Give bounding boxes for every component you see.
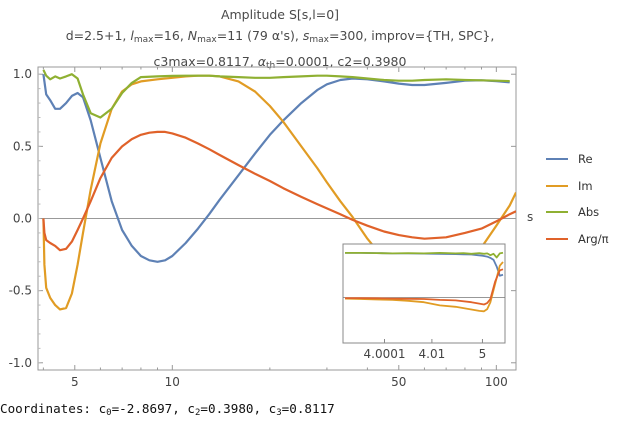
- inset-x-tick-label: 4.01: [419, 347, 446, 361]
- chart-title: Amplitude S[s,l=0] d=2.5+1, lmax=16, Nma…: [0, 4, 560, 77]
- legend-item-re: Re: [546, 146, 609, 173]
- y-tick-label: -1.0: [9, 356, 32, 370]
- plot-frame: 1.0 0.5 0.0 -0.5 -1.0 5 10 50 100: [9, 66, 517, 389]
- inset-series-arg: [345, 268, 504, 306]
- series-line-abs: [42, 69, 510, 119]
- legend-item-arg: Arg/π: [546, 226, 609, 253]
- y-tick-label: 0.0: [13, 212, 32, 226]
- legend-swatch-arg: [546, 237, 568, 240]
- title-line-2: d=2.5+1, lmax=16, Nmax=11 (79 α's), smax…: [65, 28, 495, 45]
- x-tick-label: 10: [165, 375, 180, 389]
- legend-swatch-im: [546, 184, 568, 187]
- y-tick-label: 0.5: [13, 139, 32, 153]
- x-tick-label: 100: [485, 375, 508, 389]
- inset-plot: 4.0001 4.01 5: [342, 243, 506, 361]
- title-line-1: Amplitude S[s,l=0]: [220, 7, 340, 22]
- legend-item-im: Im: [546, 173, 609, 200]
- y-tick-label: -0.5: [9, 284, 32, 298]
- legend-swatch-abs: [546, 211, 568, 214]
- series-line-arg: [42, 130, 516, 252]
- x-tick-label: 5: [71, 375, 79, 389]
- legend-swatch-re: [546, 158, 568, 161]
- inset-frame: [342, 243, 506, 344]
- inset-series-abs: [345, 251, 504, 259]
- y-tick-label: 1.0: [13, 67, 32, 81]
- series-line-re: [42, 74, 510, 263]
- x-axis-label: s: [527, 210, 533, 224]
- coordinates-readout: Coordinates: c0=-2.8697, c2=0.3980, c3=0…: [0, 401, 335, 418]
- title-line-3: c3max=0.8117, αth=0.0001, c2=0.3980: [153, 54, 407, 71]
- legend-item-abs: Abs: [546, 199, 609, 226]
- x-tick-label: 50: [391, 375, 406, 389]
- legend: Re Im Abs Arg/π: [546, 146, 609, 252]
- main-plot: 1.0 0.5 0.0 -0.5 -1.0 5 10 50 100 4.0001 4.01 5 s: [9, 66, 533, 389]
- inset-x-tick-label: 4.0001: [364, 347, 406, 361]
- inset-x-tick-label: 5: [479, 347, 487, 361]
